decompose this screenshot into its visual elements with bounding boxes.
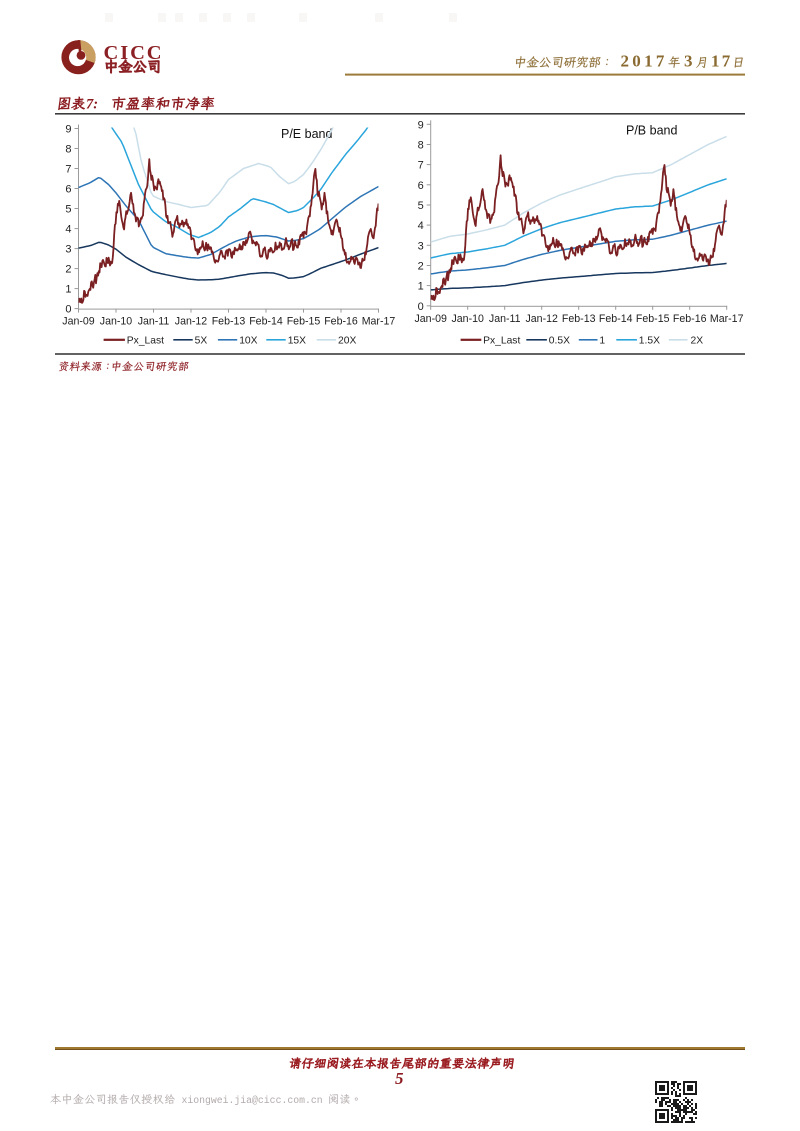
svg-text:17: 17 [711, 52, 732, 71]
svg-text:Feb-14: Feb-14 [599, 313, 633, 325]
svg-text:9: 9 [65, 124, 71, 136]
svg-text:2017: 2017 [621, 52, 668, 71]
svg-text:10X: 10X [239, 336, 257, 347]
svg-text:5: 5 [418, 200, 424, 212]
svg-text:2: 2 [65, 264, 71, 276]
svg-text:8: 8 [65, 144, 71, 156]
svg-text:3: 3 [418, 240, 424, 252]
svg-text:2X: 2X [691, 336, 704, 347]
svg-text:1: 1 [65, 284, 71, 296]
svg-text:Feb-16: Feb-16 [324, 316, 358, 328]
svg-text:5: 5 [395, 1069, 404, 1088]
svg-text:20X: 20X [338, 336, 356, 347]
svg-text:Feb-15: Feb-15 [287, 316, 321, 328]
svg-text:6: 6 [418, 180, 424, 192]
svg-text:7: 7 [418, 160, 424, 172]
svg-text:Feb-13: Feb-13 [562, 313, 596, 325]
svg-text:Feb-15: Feb-15 [636, 313, 670, 325]
svg-text:CICC: CICC [104, 42, 164, 64]
svg-text:P/B band: P/B band [626, 124, 677, 138]
svg-text:7: 7 [65, 164, 71, 176]
svg-text:Px_Last: Px_Last [483, 336, 520, 347]
svg-text:Jan-09: Jan-09 [62, 316, 94, 328]
svg-text:4: 4 [418, 220, 424, 232]
svg-text:3: 3 [684, 52, 693, 71]
svg-text:1: 1 [599, 336, 605, 347]
svg-text:Jan-09: Jan-09 [414, 313, 446, 325]
svg-text:Feb-14: Feb-14 [249, 316, 283, 328]
svg-text:6: 6 [65, 184, 71, 196]
svg-text:7:: 7: [86, 97, 98, 113]
svg-text:Mar-17: Mar-17 [362, 316, 396, 328]
svg-text:Px_Last: Px_Last [127, 336, 164, 347]
svg-text:Jan-11: Jan-11 [489, 313, 521, 325]
svg-text:xiongwei.jia@cicc.com.cn: xiongwei.jia@cicc.com.cn [182, 1095, 323, 1106]
svg-text:Jan-10: Jan-10 [451, 313, 483, 325]
svg-text:8: 8 [418, 140, 424, 152]
svg-text:Jan-11: Jan-11 [138, 316, 170, 328]
svg-text:Feb-13: Feb-13 [212, 316, 246, 328]
svg-text:0: 0 [65, 304, 71, 316]
svg-text:Jan-10: Jan-10 [100, 316, 132, 328]
svg-text:3: 3 [65, 244, 71, 256]
svg-text:5X: 5X [195, 336, 208, 347]
svg-text:0: 0 [418, 301, 424, 313]
svg-text:Feb-16: Feb-16 [673, 313, 707, 325]
svg-text:Jan-12: Jan-12 [175, 316, 207, 328]
svg-text:1.5X: 1.5X [639, 336, 660, 347]
svg-text:4: 4 [65, 224, 71, 236]
svg-text:2: 2 [418, 261, 424, 273]
svg-text:0.5X: 0.5X [549, 336, 570, 347]
svg-text:1: 1 [418, 281, 424, 293]
svg-text:15X: 15X [288, 336, 306, 347]
svg-text:P/E band: P/E band [281, 127, 332, 141]
svg-text:5: 5 [65, 204, 71, 216]
svg-text:Jan-12: Jan-12 [525, 313, 557, 325]
svg-text:Mar-17: Mar-17 [710, 313, 744, 325]
svg-text:9: 9 [418, 119, 424, 131]
